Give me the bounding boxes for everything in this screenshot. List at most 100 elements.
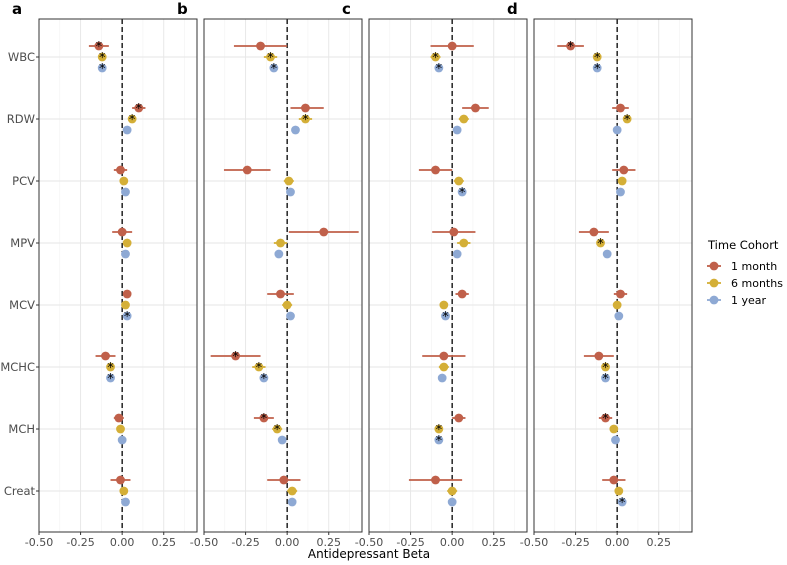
x-tick-label: -0.50 [355, 536, 383, 549]
x-tick-label: 0.00 [110, 536, 135, 549]
point-estimate [287, 486, 297, 496]
point-estimate [97, 52, 107, 62]
point-estimate [319, 227, 329, 237]
x-tick-label: 0.25 [151, 536, 176, 549]
significance-marker: * [107, 372, 114, 387]
point-estimate [609, 424, 619, 434]
point-estimate [284, 176, 294, 186]
point-estimate [259, 373, 269, 383]
significance-marker: * [99, 51, 106, 66]
x-tick-label: -0.25 [231, 536, 259, 549]
point-estimate [282, 300, 292, 310]
legend: Time Cohort 1 month 6 months 1 year [707, 238, 783, 307]
point-estimate [454, 176, 464, 186]
legend-key-dot [709, 295, 719, 305]
point-estimate [301, 103, 310, 113]
point-estimate [121, 187, 130, 197]
x-tick-label: -0.50 [25, 536, 53, 549]
point-estimate [291, 125, 300, 135]
legend-key-dot [709, 278, 719, 288]
point-estimate [279, 475, 289, 485]
point-estimate [439, 362, 449, 372]
point-estimate [431, 52, 440, 62]
significance-marker: * [442, 310, 449, 325]
significance-marker: * [602, 361, 609, 376]
point-estimate [97, 63, 107, 73]
point-estimate [617, 176, 627, 186]
point-estimate [431, 475, 440, 485]
point-estimate [611, 435, 620, 445]
point-estimate [121, 300, 130, 310]
point-estimate [459, 238, 469, 248]
point-estimate [106, 362, 115, 372]
y-tick-label: MCHC [0, 360, 35, 374]
significance-marker: * [261, 372, 268, 387]
point-estimate [617, 497, 627, 507]
significance-marker: * [136, 102, 143, 117]
point-estimate [439, 300, 449, 310]
point-estimate [596, 238, 605, 248]
point-estimate [117, 227, 127, 237]
point-estimate [119, 176, 129, 186]
point-estimate [612, 125, 622, 135]
x-tick-label: 0.00 [605, 536, 630, 549]
legend-key-dot [709, 261, 719, 271]
legend-entry-label: 1 month [731, 260, 777, 273]
point-estimate [439, 351, 449, 361]
x-tick-label: -0.25 [66, 536, 94, 549]
point-estimate [454, 413, 464, 423]
significance-marker: * [267, 51, 274, 66]
significance-marker: * [271, 62, 278, 77]
significance-marker: * [624, 113, 631, 128]
point-estimate [277, 435, 287, 445]
significance-marker: * [107, 361, 114, 376]
point-estimate [122, 238, 132, 248]
point-estimate [589, 227, 599, 237]
panel-c: ******c-0.50 -0.25 0.00 0.25 [342, 0, 528, 549]
point-estimate [106, 373, 115, 383]
point-estimate [449, 227, 459, 237]
significance-marker: * [602, 372, 609, 387]
x-tick-label: -0.50 [520, 536, 548, 549]
panel-b: ********b-0.50 -0.25 0.00 0.25 [177, 0, 363, 549]
point-estimate [122, 125, 132, 135]
x-tick-label: -0.50 [190, 536, 218, 549]
point-estimate [447, 486, 457, 496]
x-tick-label: -0.25 [561, 536, 589, 549]
significance-marker: * [274, 423, 281, 438]
point-estimate [447, 497, 457, 507]
point-estimate [471, 103, 480, 113]
point-estimate [612, 300, 622, 310]
significance-marker: * [436, 62, 443, 77]
significance-marker: * [261, 412, 268, 427]
point-estimate [616, 289, 625, 299]
point-estimate [619, 165, 629, 175]
significance-marker: * [232, 350, 239, 365]
significance-marker: * [99, 62, 106, 77]
point-estimate [276, 289, 285, 299]
point-estimate [94, 41, 104, 51]
point-estimate [116, 475, 125, 485]
panel-d: *********d-0.50 -0.25 0.00 0.25 [507, 0, 693, 549]
panel-border [38, 18, 198, 533]
point-estimate [242, 165, 252, 175]
point-estimate [592, 52, 602, 62]
point-estimate [286, 311, 295, 321]
significance-marker: * [594, 51, 601, 66]
point-estimate [437, 373, 447, 383]
point-estimate [287, 497, 297, 507]
point-estimate [457, 289, 467, 299]
point-estimate [601, 362, 610, 372]
point-estimate [434, 435, 444, 445]
point-estimate [434, 63, 444, 73]
point-estimate [122, 289, 132, 299]
point-estimate [614, 311, 624, 321]
significance-marker: * [432, 51, 439, 66]
significance-marker: * [597, 237, 604, 252]
point-estimate [457, 187, 467, 197]
panel-background [39, 19, 197, 532]
panel-border [533, 18, 693, 533]
significance-marker: * [602, 412, 609, 427]
point-estimate [622, 114, 632, 124]
